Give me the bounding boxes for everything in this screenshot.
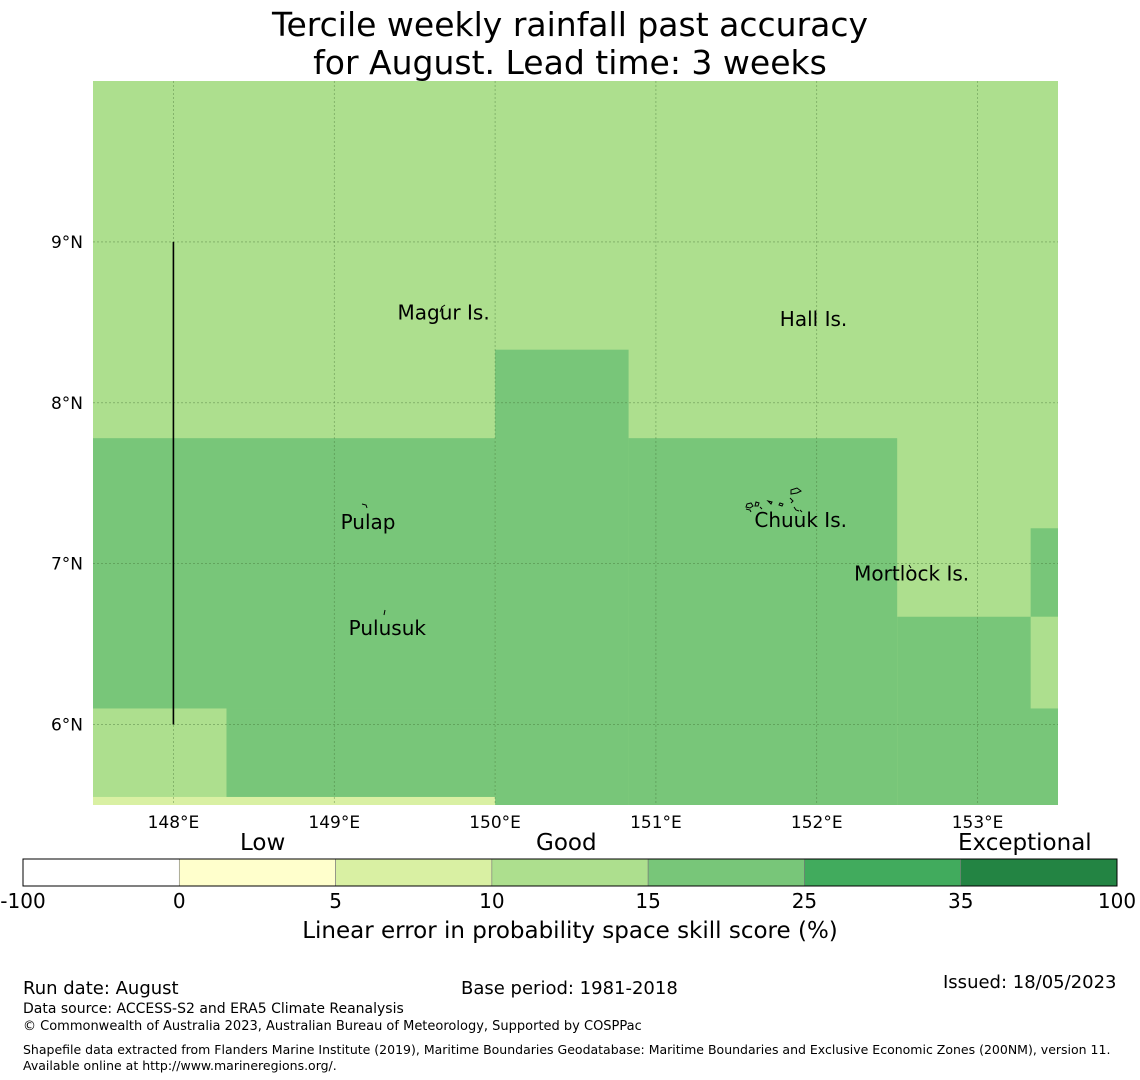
skill-cell (1030, 528, 1058, 617)
place-label: Magur Is. (398, 301, 490, 325)
colorbar-segment (647, 858, 805, 887)
map-title-line-2: for August. Lead time: 3 weeks (313, 43, 827, 82)
place-labels: Magur Is. Hall Is. Pulap Chuuk Is. Mortlock … (341, 301, 970, 640)
skill-cell (495, 349, 629, 805)
colorbar-tick-label: 25 (791, 889, 818, 913)
axis-tick-labels: 148°E 149°E 150°E 151°E 152°E 153°E 9°N 8°N 7°N 6… (51, 233, 1003, 833)
copyright: © Commonwealth of Australia 2023, Austra… (23, 1019, 642, 1034)
lon-tick-label: 148°E (148, 813, 200, 833)
pulap-island-outline (361, 503, 368, 509)
lon-tick-label: 150°E (469, 813, 521, 833)
place-label: Pulap (341, 510, 396, 534)
skill-cell (93, 796, 496, 805)
colorbar-segment (804, 858, 962, 887)
colorbar-tick-label: 5 (329, 889, 342, 913)
shapefile-credit: Shapefile data extracted from Flanders M… (23, 1042, 1111, 1073)
colorbar-title: Linear error in probability space skill … (302, 918, 838, 944)
map-title: Tercile weekly rainfall past accuracy fo… (0, 6, 1140, 82)
colorbar-frame (22, 858, 1118, 887)
skill-cell (628, 438, 898, 805)
chuuk-island-outline (745, 487, 803, 513)
colorbar-segment (960, 858, 1118, 887)
category-exceptional-label: Exceptional (958, 830, 1092, 856)
colorbar-tick-label: 35 (947, 889, 974, 913)
map-title-line-1: Tercile weekly rainfall past accuracy (271, 5, 869, 44)
colorbar-tick-label: 10 (479, 889, 505, 913)
lat-tick-label: 6°N (51, 716, 83, 736)
graticule (93, 81, 1058, 805)
lon-tick-label: 151°E (630, 813, 682, 833)
skill-cell (226, 708, 496, 805)
colorbar (22, 858, 1118, 887)
base-period: Base period: 1981-2018 (461, 978, 678, 999)
colorbar-segment (178, 858, 336, 887)
category-low-label: Low (240, 830, 286, 856)
lon-tick-label: 149°E (308, 813, 360, 833)
colorbar-tick-label: 100 (1097, 889, 1137, 913)
lon-tick-label: 153°E (952, 813, 1004, 833)
colorbar-segment (491, 858, 649, 887)
colorbar-tick-label: 0 (172, 889, 186, 913)
lat-tick-label: 9°N (51, 233, 83, 253)
skill-cell (93, 438, 496, 709)
mortlock-island-outline (908, 564, 912, 569)
place-label: Chuuk Is. (754, 508, 847, 532)
lat-tick-label: 8°N (51, 394, 83, 414)
place-label: Pulusuk (349, 616, 427, 640)
lat-tick-label: 7°N (51, 555, 83, 575)
skill-grid (93, 81, 1058, 805)
place-label: Mortlock Is. (854, 561, 969, 585)
run-date: Run date: August (23, 978, 179, 999)
colorbar-segment (335, 858, 493, 887)
place-label: Hall Is. (780, 307, 847, 331)
colorbar-tick-label: -100 (0, 889, 46, 913)
magur-island-outline (439, 304, 446, 313)
colorbar-segment (22, 858, 180, 887)
pulusuk-island-outline (383, 609, 386, 616)
lon-tick-label: 152°E (791, 813, 843, 833)
issued-date: Issued: 18/05/2023 (943, 972, 1117, 993)
data-source: Data source: ACCESS-S2 and ERA5 Climate … (23, 1001, 404, 1017)
colorbar-tick-label: 15 (635, 889, 661, 913)
island-outlines (361, 304, 912, 616)
skill-cell (1030, 616, 1058, 709)
category-good-label: Good (536, 830, 597, 856)
